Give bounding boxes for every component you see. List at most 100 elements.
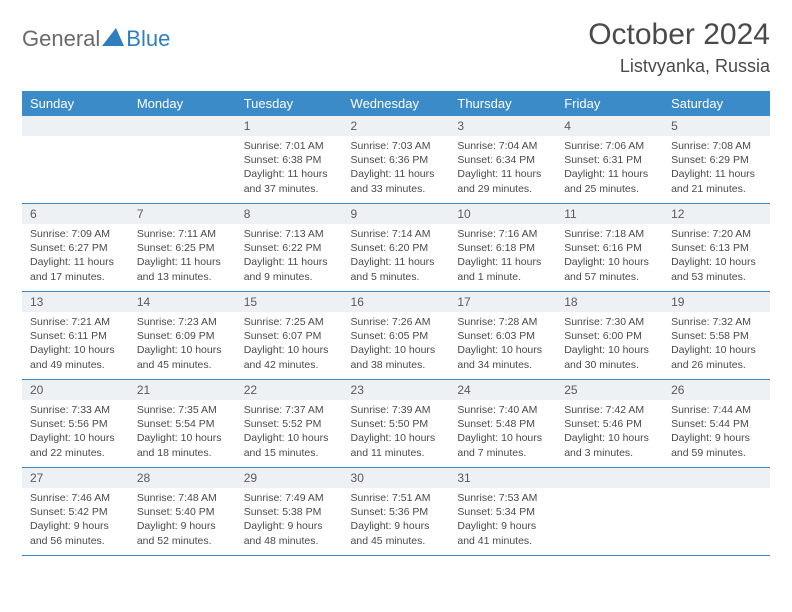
month-title: October 2024 bbox=[588, 18, 770, 52]
day-number: 12 bbox=[663, 204, 770, 224]
day-content: Sunrise: 7:16 AMSunset: 6:18 PMDaylight:… bbox=[449, 224, 556, 290]
calendar-day-cell: 4Sunrise: 7:06 AMSunset: 6:31 PMDaylight… bbox=[556, 116, 663, 204]
calendar-day-cell: 12Sunrise: 7:20 AMSunset: 6:13 PMDayligh… bbox=[663, 204, 770, 292]
day-content: Sunrise: 7:08 AMSunset: 6:29 PMDaylight:… bbox=[663, 136, 770, 202]
day-content: Sunrise: 7:03 AMSunset: 6:36 PMDaylight:… bbox=[343, 136, 450, 202]
calendar-day-cell: 15Sunrise: 7:25 AMSunset: 6:07 PMDayligh… bbox=[236, 292, 343, 380]
day-content: Sunrise: 7:49 AMSunset: 5:38 PMDaylight:… bbox=[236, 488, 343, 554]
day-content bbox=[22, 136, 129, 145]
logo-triangle-icon bbox=[102, 28, 124, 51]
calendar-day-cell: 3Sunrise: 7:04 AMSunset: 6:34 PMDaylight… bbox=[449, 116, 556, 204]
weekday-header: Tuesday bbox=[236, 91, 343, 116]
calendar-day-cell: 22Sunrise: 7:37 AMSunset: 5:52 PMDayligh… bbox=[236, 380, 343, 468]
day-number: 21 bbox=[129, 380, 236, 400]
calendar-day-cell: 17Sunrise: 7:28 AMSunset: 6:03 PMDayligh… bbox=[449, 292, 556, 380]
day-number: 9 bbox=[343, 204, 450, 224]
day-number: 3 bbox=[449, 116, 556, 136]
weekday-header: Friday bbox=[556, 91, 663, 116]
day-content: Sunrise: 7:20 AMSunset: 6:13 PMDaylight:… bbox=[663, 224, 770, 290]
calendar-day-cell: 30Sunrise: 7:51 AMSunset: 5:36 PMDayligh… bbox=[343, 468, 450, 556]
calendar-day-cell: 1Sunrise: 7:01 AMSunset: 6:38 PMDaylight… bbox=[236, 116, 343, 204]
calendar-day-cell: 11Sunrise: 7:18 AMSunset: 6:16 PMDayligh… bbox=[556, 204, 663, 292]
logo-text-general: General bbox=[22, 26, 100, 52]
day-number: 24 bbox=[449, 380, 556, 400]
day-content: Sunrise: 7:01 AMSunset: 6:38 PMDaylight:… bbox=[236, 136, 343, 202]
calendar-day-cell: 31Sunrise: 7:53 AMSunset: 5:34 PMDayligh… bbox=[449, 468, 556, 556]
location: Listvyanka, Russia bbox=[588, 56, 770, 77]
day-content: Sunrise: 7:06 AMSunset: 6:31 PMDaylight:… bbox=[556, 136, 663, 202]
day-content: Sunrise: 7:40 AMSunset: 5:48 PMDaylight:… bbox=[449, 400, 556, 466]
calendar-week-row: 6Sunrise: 7:09 AMSunset: 6:27 PMDaylight… bbox=[22, 204, 770, 292]
day-number: 1 bbox=[236, 116, 343, 136]
title-block: October 2024 Listvyanka, Russia bbox=[588, 18, 770, 77]
calendar-day-cell: 21Sunrise: 7:35 AMSunset: 5:54 PMDayligh… bbox=[129, 380, 236, 468]
day-number: 29 bbox=[236, 468, 343, 488]
day-content: Sunrise: 7:44 AMSunset: 5:44 PMDaylight:… bbox=[663, 400, 770, 466]
calendar-week-row: 13Sunrise: 7:21 AMSunset: 6:11 PMDayligh… bbox=[22, 292, 770, 380]
day-number: 31 bbox=[449, 468, 556, 488]
day-content: Sunrise: 7:26 AMSunset: 6:05 PMDaylight:… bbox=[343, 312, 450, 378]
calendar-day-cell: 5Sunrise: 7:08 AMSunset: 6:29 PMDaylight… bbox=[663, 116, 770, 204]
calendar-day-cell: 20Sunrise: 7:33 AMSunset: 5:56 PMDayligh… bbox=[22, 380, 129, 468]
calendar-week-row: 27Sunrise: 7:46 AMSunset: 5:42 PMDayligh… bbox=[22, 468, 770, 556]
day-content: Sunrise: 7:25 AMSunset: 6:07 PMDaylight:… bbox=[236, 312, 343, 378]
day-content: Sunrise: 7:42 AMSunset: 5:46 PMDaylight:… bbox=[556, 400, 663, 466]
calendar-day-cell: 6Sunrise: 7:09 AMSunset: 6:27 PMDaylight… bbox=[22, 204, 129, 292]
calendar-day-cell: 8Sunrise: 7:13 AMSunset: 6:22 PMDaylight… bbox=[236, 204, 343, 292]
weekday-header-row: Sunday Monday Tuesday Wednesday Thursday… bbox=[22, 91, 770, 116]
calendar-day-cell: 13Sunrise: 7:21 AMSunset: 6:11 PMDayligh… bbox=[22, 292, 129, 380]
logo: General Blue bbox=[22, 18, 170, 52]
day-content: Sunrise: 7:11 AMSunset: 6:25 PMDaylight:… bbox=[129, 224, 236, 290]
day-number: 26 bbox=[663, 380, 770, 400]
weekday-header: Wednesday bbox=[343, 91, 450, 116]
calendar-week-row: 20Sunrise: 7:33 AMSunset: 5:56 PMDayligh… bbox=[22, 380, 770, 468]
day-content bbox=[663, 488, 770, 497]
day-number: 23 bbox=[343, 380, 450, 400]
day-content: Sunrise: 7:21 AMSunset: 6:11 PMDaylight:… bbox=[22, 312, 129, 378]
calendar-day-cell: 26Sunrise: 7:44 AMSunset: 5:44 PMDayligh… bbox=[663, 380, 770, 468]
calendar-day-cell: 18Sunrise: 7:30 AMSunset: 6:00 PMDayligh… bbox=[556, 292, 663, 380]
calendar-day-cell: 10Sunrise: 7:16 AMSunset: 6:18 PMDayligh… bbox=[449, 204, 556, 292]
day-content: Sunrise: 7:04 AMSunset: 6:34 PMDaylight:… bbox=[449, 136, 556, 202]
day-number: 5 bbox=[663, 116, 770, 136]
day-number: 19 bbox=[663, 292, 770, 312]
day-content: Sunrise: 7:14 AMSunset: 6:20 PMDaylight:… bbox=[343, 224, 450, 290]
day-content: Sunrise: 7:30 AMSunset: 6:00 PMDaylight:… bbox=[556, 312, 663, 378]
day-number: 27 bbox=[22, 468, 129, 488]
day-number: 25 bbox=[556, 380, 663, 400]
day-number: 13 bbox=[22, 292, 129, 312]
day-number: 2 bbox=[343, 116, 450, 136]
day-content: Sunrise: 7:33 AMSunset: 5:56 PMDaylight:… bbox=[22, 400, 129, 466]
calendar-day-cell: 16Sunrise: 7:26 AMSunset: 6:05 PMDayligh… bbox=[343, 292, 450, 380]
day-number: 17 bbox=[449, 292, 556, 312]
day-number bbox=[663, 468, 770, 488]
day-content: Sunrise: 7:32 AMSunset: 5:58 PMDaylight:… bbox=[663, 312, 770, 378]
calendar-day-cell: 24Sunrise: 7:40 AMSunset: 5:48 PMDayligh… bbox=[449, 380, 556, 468]
header: General Blue October 2024 Listvyanka, Ru… bbox=[22, 18, 770, 77]
day-number: 30 bbox=[343, 468, 450, 488]
weekday-header: Monday bbox=[129, 91, 236, 116]
day-number bbox=[129, 116, 236, 136]
day-number: 11 bbox=[556, 204, 663, 224]
day-content: Sunrise: 7:18 AMSunset: 6:16 PMDaylight:… bbox=[556, 224, 663, 290]
day-content: Sunrise: 7:46 AMSunset: 5:42 PMDaylight:… bbox=[22, 488, 129, 554]
day-number: 28 bbox=[129, 468, 236, 488]
calendar-day-cell bbox=[663, 468, 770, 556]
day-content bbox=[129, 136, 236, 145]
day-number: 7 bbox=[129, 204, 236, 224]
calendar-day-cell: 7Sunrise: 7:11 AMSunset: 6:25 PMDaylight… bbox=[129, 204, 236, 292]
day-content: Sunrise: 7:28 AMSunset: 6:03 PMDaylight:… bbox=[449, 312, 556, 378]
calendar-day-cell bbox=[22, 116, 129, 204]
weekday-header: Saturday bbox=[663, 91, 770, 116]
calendar-day-cell bbox=[129, 116, 236, 204]
day-number: 8 bbox=[236, 204, 343, 224]
calendar-day-cell: 2Sunrise: 7:03 AMSunset: 6:36 PMDaylight… bbox=[343, 116, 450, 204]
day-number: 20 bbox=[22, 380, 129, 400]
day-number: 22 bbox=[236, 380, 343, 400]
weekday-header: Thursday bbox=[449, 91, 556, 116]
calendar-day-cell: 19Sunrise: 7:32 AMSunset: 5:58 PMDayligh… bbox=[663, 292, 770, 380]
calendar-day-cell: 25Sunrise: 7:42 AMSunset: 5:46 PMDayligh… bbox=[556, 380, 663, 468]
calendar-day-cell: 14Sunrise: 7:23 AMSunset: 6:09 PMDayligh… bbox=[129, 292, 236, 380]
day-number bbox=[556, 468, 663, 488]
day-number: 16 bbox=[343, 292, 450, 312]
